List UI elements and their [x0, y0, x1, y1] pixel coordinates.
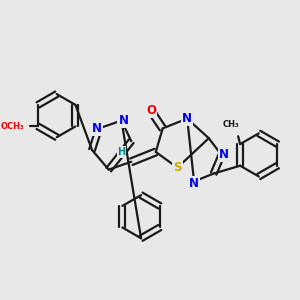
Text: N: N — [118, 114, 128, 127]
Text: CH₃: CH₃ — [223, 120, 240, 129]
Text: N: N — [92, 122, 102, 135]
Text: OCH₃: OCH₃ — [1, 122, 24, 131]
Text: N: N — [182, 112, 192, 125]
Text: N: N — [189, 177, 199, 190]
Text: S: S — [173, 161, 182, 174]
Text: O: O — [146, 104, 156, 117]
Text: N: N — [218, 148, 229, 161]
Text: H: H — [117, 147, 125, 157]
